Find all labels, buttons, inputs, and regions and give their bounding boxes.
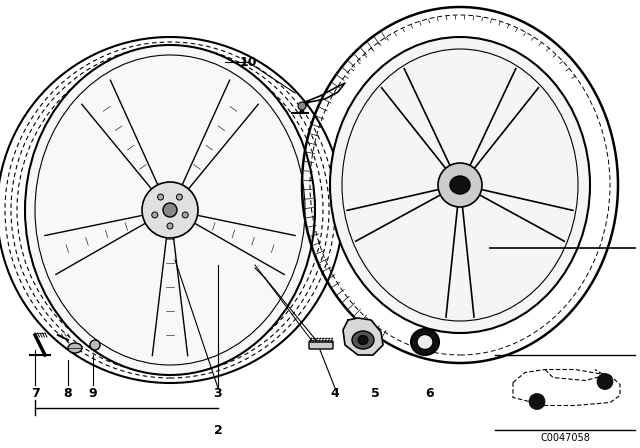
Circle shape — [597, 374, 613, 389]
Ellipse shape — [417, 335, 433, 349]
Ellipse shape — [25, 45, 315, 375]
Circle shape — [90, 340, 100, 350]
Text: 10: 10 — [239, 56, 257, 69]
Circle shape — [163, 203, 177, 217]
Circle shape — [182, 212, 188, 218]
Circle shape — [167, 223, 173, 229]
Circle shape — [157, 194, 164, 200]
Text: 9: 9 — [89, 387, 97, 400]
Text: 1: 1 — [525, 284, 534, 297]
FancyBboxPatch shape — [309, 341, 333, 349]
Text: C0047058: C0047058 — [540, 433, 590, 443]
Text: 7: 7 — [31, 387, 40, 400]
Ellipse shape — [358, 336, 368, 345]
Circle shape — [142, 182, 198, 238]
Circle shape — [438, 163, 482, 207]
Ellipse shape — [411, 329, 439, 355]
Text: 8: 8 — [64, 387, 72, 400]
Text: 6: 6 — [426, 387, 435, 400]
Text: 3: 3 — [214, 387, 222, 400]
Text: 5: 5 — [371, 387, 380, 400]
Circle shape — [529, 393, 545, 409]
Ellipse shape — [68, 343, 82, 353]
Ellipse shape — [450, 176, 470, 194]
Text: 2: 2 — [214, 423, 222, 436]
Polygon shape — [343, 318, 383, 355]
Circle shape — [177, 194, 182, 200]
Ellipse shape — [352, 331, 374, 349]
Circle shape — [152, 212, 158, 218]
Ellipse shape — [330, 37, 590, 333]
Text: 4: 4 — [331, 387, 339, 400]
Circle shape — [298, 102, 306, 110]
